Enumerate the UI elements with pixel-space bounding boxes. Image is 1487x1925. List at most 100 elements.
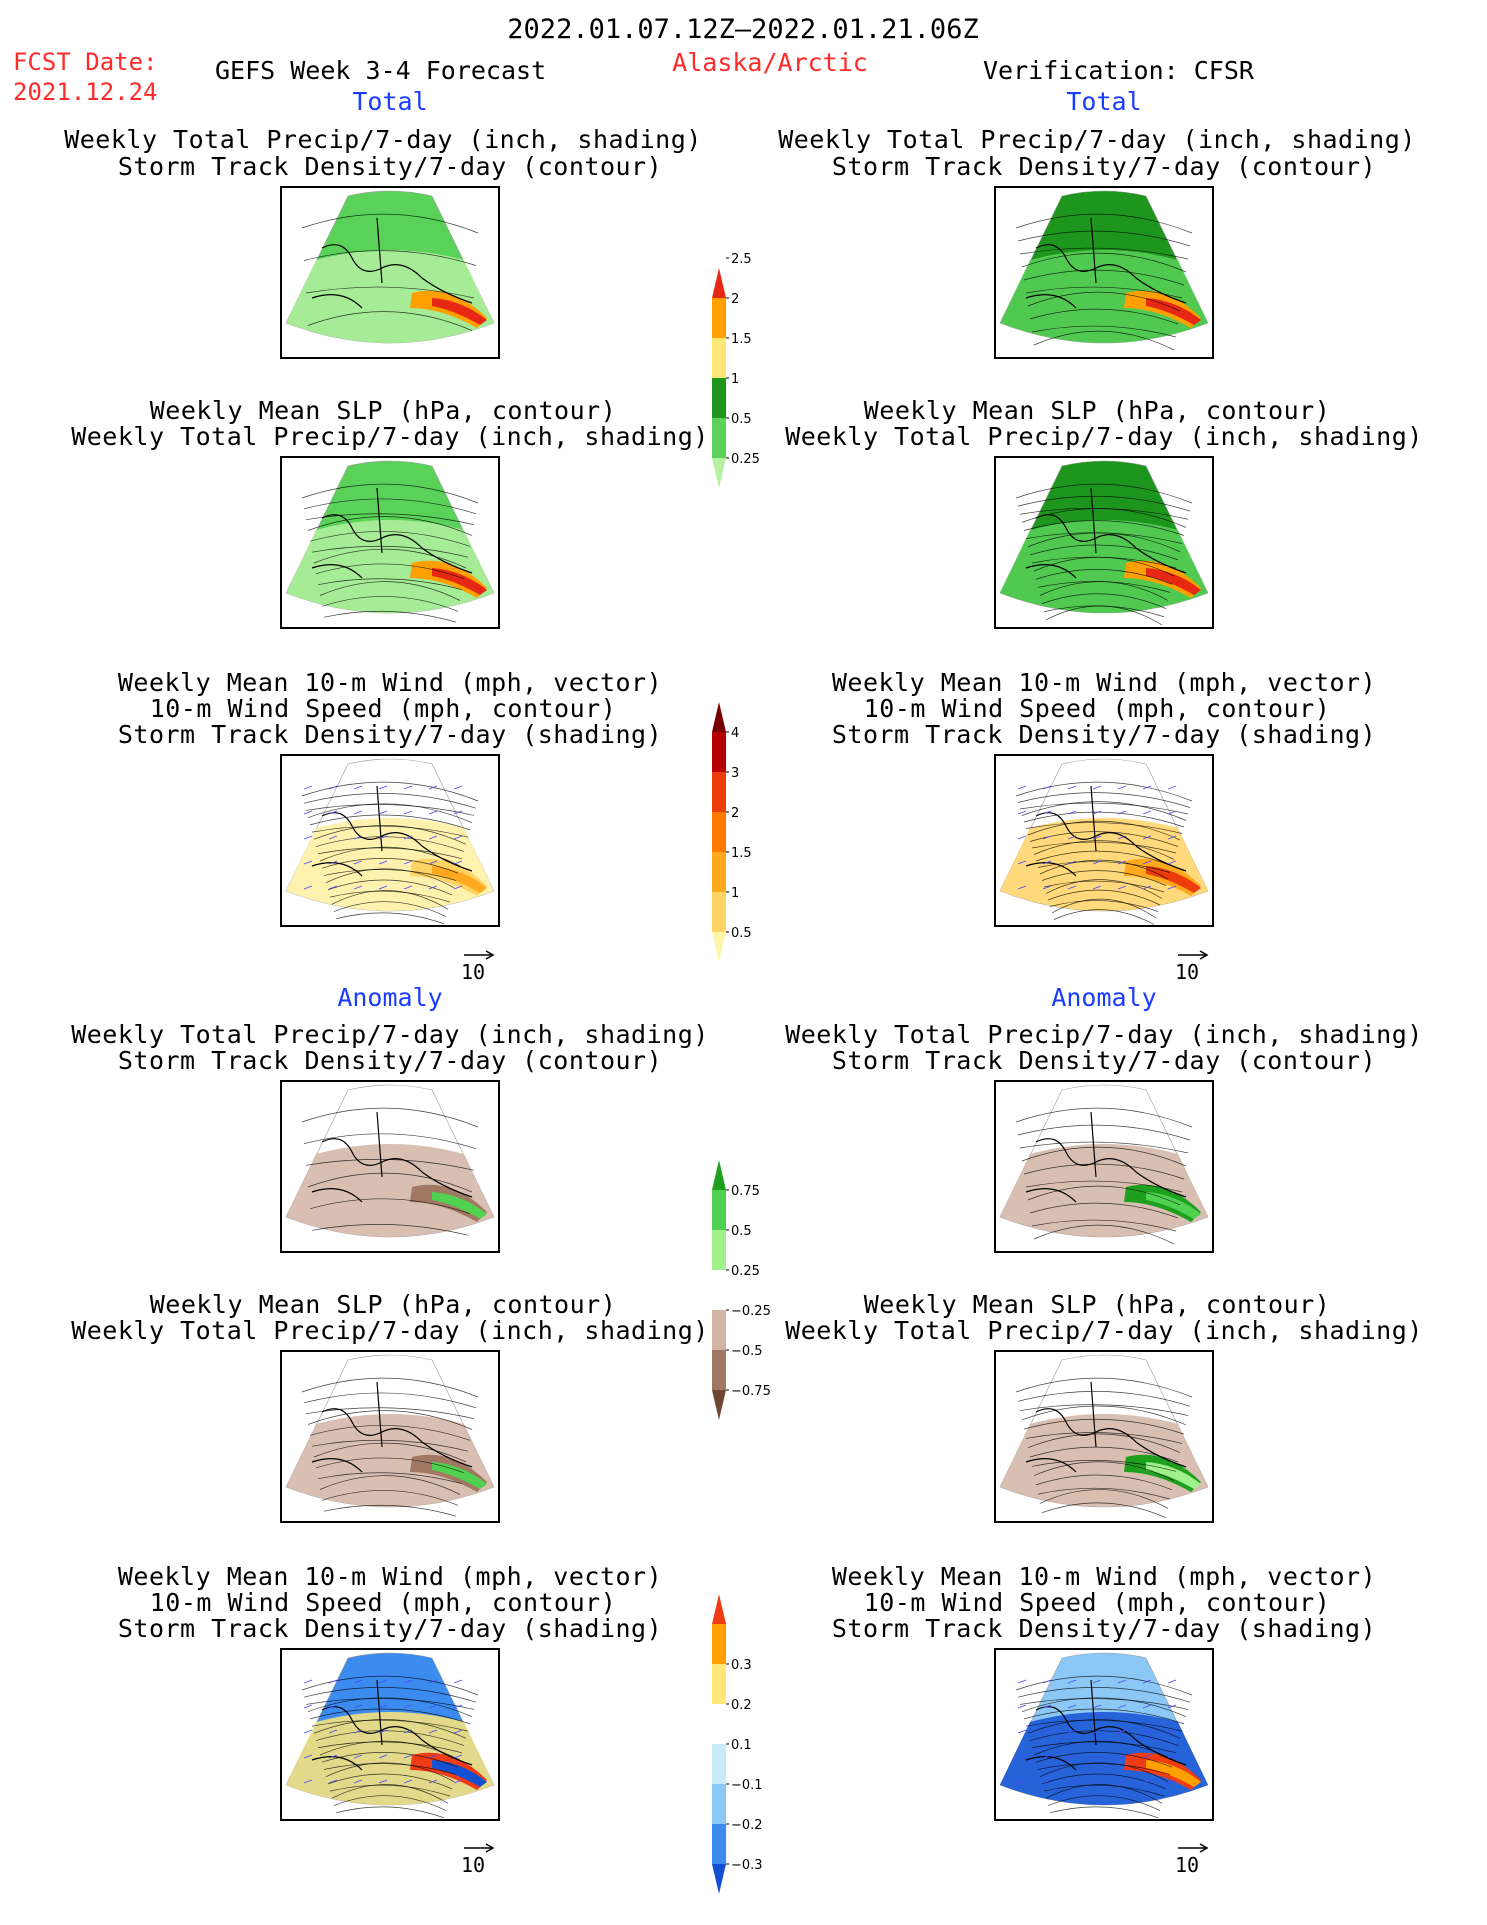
colorbar-swatch <box>712 732 726 772</box>
wind-vector <box>353 860 363 865</box>
contour-line <box>307 1172 473 1193</box>
wind-vector <box>1142 1779 1152 1784</box>
contour-line <box>311 825 469 838</box>
product-title: GEFS Week 3-4 Forecast <box>215 56 547 85</box>
contour-line <box>1023 1708 1185 1725</box>
colorbar-tick-label: 0.75 <box>731 1184 760 1199</box>
title-r2-line2: Weekly Total Precip/7-day (inch, shading… <box>785 422 1423 451</box>
contour-line <box>309 531 471 547</box>
contour-line <box>311 545 469 558</box>
wind-vector <box>328 1679 338 1684</box>
contour-line <box>1017 1124 1191 1141</box>
wind-vector <box>1067 1729 1077 1734</box>
wind-vector <box>1042 1679 1052 1684</box>
map-shading-max <box>1146 866 1201 893</box>
contour-line <box>1025 1180 1183 1193</box>
wind-vector <box>1042 885 1052 890</box>
wind-vector <box>1067 785 1077 790</box>
wind-vector <box>1067 835 1077 840</box>
colorbar-tick-label: 0.25 <box>731 1264 760 1279</box>
wind-vector <box>378 835 388 840</box>
contour-line <box>1045 1784 1163 1804</box>
contour-line <box>333 901 447 917</box>
contour-line <box>1027 1433 1181 1454</box>
wind-vector <box>453 1679 463 1684</box>
contour-line <box>1033 330 1175 351</box>
contour-line <box>1049 900 1159 912</box>
colorbar-swatch <box>712 1350 726 1390</box>
colorbar-swatch <box>712 1594 726 1624</box>
wind-vector <box>1117 1754 1127 1759</box>
wind-vector <box>1042 810 1052 815</box>
wind-vector <box>428 1779 438 1784</box>
wind-vector <box>1167 810 1177 815</box>
wind-vector <box>1117 885 1127 890</box>
contour-line <box>1041 870 1167 886</box>
title-l1-line1: Weekly Total Precip/7-day (inch, shading… <box>64 125 702 154</box>
colorbar-tick-label: 0.1 <box>731 1738 752 1753</box>
contour-line <box>329 890 451 903</box>
wind-vector <box>303 1679 313 1684</box>
wind-vector <box>1142 835 1152 840</box>
contour-line <box>1019 1404 1189 1416</box>
wind-vector <box>453 810 463 815</box>
contour-line <box>1047 889 1161 906</box>
wind-vector <box>1092 1754 1102 1759</box>
wind-vector <box>1067 1779 1077 1784</box>
contour-line <box>303 1687 477 1703</box>
contour-line <box>1027 820 1181 841</box>
contour-line <box>305 286 475 299</box>
wind-vector <box>403 810 413 815</box>
wind-vector <box>453 860 463 865</box>
colorbar-swatch <box>712 1190 726 1230</box>
title-l2-line1: Weekly Mean SLP (hPa, contour) <box>149 396 617 425</box>
wind-vector <box>303 885 313 890</box>
wind-vector <box>1167 1754 1177 1759</box>
contour-line <box>325 868 455 888</box>
wind-vector <box>403 885 413 890</box>
contour-line <box>315 836 465 852</box>
wind-vector <box>303 860 313 865</box>
colorbar-swatch <box>712 932 726 962</box>
contour-line <box>1019 802 1189 815</box>
contour-line <box>1041 593 1167 609</box>
ref-vector-label: 10 <box>1175 1853 1200 1877</box>
contour-line <box>1019 1141 1189 1154</box>
colorbar-swatch <box>712 1864 726 1894</box>
colorbar-tick-label: 0.5 <box>731 1224 752 1239</box>
wind-vector <box>328 810 338 815</box>
contour-line <box>1023 811 1185 828</box>
wind-vector <box>1117 1779 1127 1784</box>
wind-vector <box>378 810 388 815</box>
contour-line <box>1033 840 1175 860</box>
wind-vector <box>1142 1754 1152 1759</box>
title-r2-line1: Weekly Mean SLP (hPa, contour) <box>863 396 1331 425</box>
map-shading-max <box>1146 1192 1201 1219</box>
contour-line <box>319 581 461 601</box>
wind-vector <box>303 1729 313 1734</box>
wind-vector <box>1092 860 1102 865</box>
contour-line <box>321 596 459 612</box>
wind-vector <box>403 1779 413 1784</box>
contour-line <box>309 1198 471 1214</box>
colorbar-swatch <box>712 1824 726 1864</box>
contour-line <box>1043 1784 1165 1797</box>
colorbar-swatch <box>712 852 726 892</box>
wind-vector <box>378 885 388 890</box>
wind-vector <box>403 835 413 840</box>
contour-line <box>323 869 457 881</box>
wind-vector <box>1142 885 1152 890</box>
colorbar-swatch <box>712 458 726 488</box>
section-anomaly-right: Anomaly <box>1051 983 1157 1012</box>
contour-line <box>307 311 473 331</box>
contour-line <box>329 1784 451 1797</box>
title-l4-line1: Weekly Total Precip/7-day (inch, shading… <box>71 1020 709 1049</box>
contour-line <box>313 548 467 569</box>
wind-vector <box>353 1779 363 1784</box>
wind-vector <box>1117 810 1127 815</box>
contour-line <box>303 1133 477 1150</box>
contour-line <box>1037 1487 1171 1500</box>
wind-vector <box>428 1754 438 1759</box>
wind-vector <box>1017 1779 1027 1784</box>
map-shading <box>286 520 494 613</box>
